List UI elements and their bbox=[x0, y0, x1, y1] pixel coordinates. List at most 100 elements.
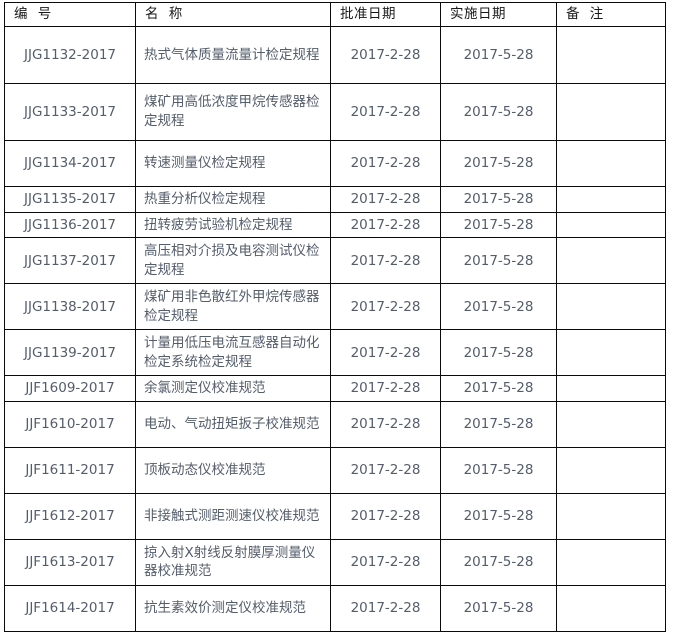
cell-code: JJG1136-2017 bbox=[23, 216, 116, 233]
cell-name-container: 扭转疲劳试验机检定规程 bbox=[135, 211, 331, 239]
cell-code-container: JJF1610-2017 bbox=[4, 400, 136, 448]
cell-approval-date: 2017-2-28 bbox=[350, 462, 421, 479]
cell-name-container: 转速测量仪检定规程 bbox=[135, 140, 331, 187]
cell-implementation-date: 2017-5-28 bbox=[463, 600, 534, 617]
cell-approval-date-container: 2017-2-28 bbox=[330, 211, 441, 239]
column-header-remark: 备 注 bbox=[556, 2, 666, 27]
cell-name: 余氯测定仪校准规范 bbox=[144, 380, 266, 397]
cell-code-container: JJG1133-2017 bbox=[4, 83, 136, 141]
cell-code: JJF1612-2017 bbox=[25, 508, 115, 525]
cell-remark-container bbox=[556, 186, 666, 213]
table-row: JJF1611-2017 顶板动态仪校准规范 2017-2-28 2017-5-28 bbox=[4, 446, 666, 494]
cell-name-container: 电动、气动扭矩扳子校准规范 bbox=[135, 400, 331, 448]
cell-name-container: 掠入射X射线反射膜厚测量仪器校准规范 bbox=[135, 538, 331, 586]
table-row: JJG1134-2017 转速测量仪检定规程 2017-2-28 2017-5-28 bbox=[4, 140, 666, 187]
table-row: JJG1138-2017 煤矿用非色散红外甲烷传感器检定规程 2017-2-28 20… bbox=[4, 283, 666, 331]
cell-implementation-date-container: 2017-5-28 bbox=[440, 329, 557, 377]
cell-code-container: JJG1138-2017 bbox=[4, 283, 136, 331]
cell-remark bbox=[557, 513, 665, 519]
cell-approval-date-container: 2017-2-28 bbox=[330, 283, 441, 331]
table-header-row: 编 号 名 称 批准日期 实施日期 备 注 bbox=[4, 2, 666, 27]
standards-table-container: 编 号 名 称 批准日期 实施日期 备 注 JJG1132-2017 热式气体质量… bbox=[4, 2, 666, 632]
cell-implementation-date-container: 2017-5-28 bbox=[440, 492, 557, 540]
cell-code: JJF1611-2017 bbox=[25, 462, 115, 479]
cell-remark bbox=[557, 52, 665, 58]
cell-remark bbox=[557, 605, 665, 611]
cell-remark-container bbox=[556, 83, 666, 141]
cell-name: 抗生素效价测定仪校准规范 bbox=[144, 600, 306, 617]
cell-approval-date-container: 2017-2-28 bbox=[330, 492, 441, 540]
table-row: JJG1137-2017 高压相对介损及电容测试仪检定规程 2017-2-28 201… bbox=[4, 237, 666, 285]
cell-approval-date: 2017-2-28 bbox=[350, 252, 421, 269]
cell-remark bbox=[557, 109, 665, 115]
cell-remark-container bbox=[556, 400, 666, 448]
cell-name: 高压相对介损及电容测试仪检定规程 bbox=[144, 243, 320, 278]
cell-code-container: JJG1137-2017 bbox=[4, 237, 136, 285]
cell-code: JJF1610-2017 bbox=[25, 416, 115, 433]
cell-implementation-date: 2017-5-28 bbox=[463, 462, 534, 479]
cell-implementation-date: 2017-5-28 bbox=[463, 103, 534, 120]
column-header-code: 编 号 bbox=[4, 2, 136, 27]
cell-remark bbox=[557, 467, 665, 473]
table-row: JJF1610-2017 电动、气动扭矩扳子校准规范 2017-2-28 2017-5… bbox=[4, 400, 666, 448]
cell-remark bbox=[557, 196, 665, 202]
table-row: JJG1136-2017 扭转疲劳试验机检定规程 2017-2-28 2017-5-2… bbox=[4, 211, 666, 239]
cell-implementation-date-container: 2017-5-28 bbox=[440, 283, 557, 331]
cell-name: 计量用低压电流互感器自动化检定系统检定规程 bbox=[144, 335, 320, 370]
cell-code: JJG1135-2017 bbox=[23, 191, 116, 208]
cell-remark-container bbox=[556, 140, 666, 187]
cell-remark-container bbox=[556, 329, 666, 377]
cell-implementation-date: 2017-5-28 bbox=[463, 252, 534, 269]
cell-implementation-date: 2017-5-28 bbox=[463, 508, 534, 525]
cell-implementation-date: 2017-5-28 bbox=[463, 298, 534, 315]
cell-approval-date: 2017-2-28 bbox=[350, 344, 421, 361]
cell-approval-date: 2017-2-28 bbox=[350, 508, 421, 525]
cell-approval-date-container: 2017-2-28 bbox=[330, 26, 441, 84]
cell-approval-date: 2017-2-28 bbox=[350, 416, 421, 433]
cell-remark-container bbox=[556, 492, 666, 540]
cell-remark-container bbox=[556, 584, 666, 632]
cell-code-container: JJG1135-2017 bbox=[4, 186, 136, 213]
column-header-approval-date: 批准日期 bbox=[330, 2, 441, 27]
standards-table: 编 号 名 称 批准日期 实施日期 备 注 JJG1132-2017 热式气体质量… bbox=[4, 2, 666, 632]
cell-remark-container bbox=[556, 283, 666, 331]
cell-approval-date: 2017-2-28 bbox=[350, 103, 421, 120]
cell-approval-date-container: 2017-2-28 bbox=[330, 237, 441, 285]
cell-name: 掠入射X射线反射膜厚测量仪器校准规范 bbox=[144, 544, 316, 580]
cell-remark bbox=[557, 304, 665, 310]
cell-approval-date-container: 2017-2-28 bbox=[330, 584, 441, 632]
cell-remark-container bbox=[556, 237, 666, 285]
cell-remark-container bbox=[556, 375, 666, 402]
cell-code-container: JJF1613-2017 bbox=[4, 538, 136, 586]
cell-remark-container bbox=[556, 538, 666, 586]
cell-remark-container bbox=[556, 26, 666, 84]
cell-code: JJF1609-2017 bbox=[25, 380, 115, 397]
cell-code: JJG1137-2017 bbox=[23, 252, 116, 269]
cell-name: 顶板动态仪校准规范 bbox=[144, 462, 266, 479]
cell-code: JJG1134-2017 bbox=[23, 155, 116, 172]
cell-implementation-date: 2017-5-28 bbox=[463, 554, 534, 571]
column-header-name: 名 称 bbox=[135, 2, 331, 27]
cell-approval-date-container: 2017-2-28 bbox=[330, 140, 441, 187]
cell-implementation-date: 2017-5-28 bbox=[463, 155, 534, 172]
cell-implementation-date-container: 2017-5-28 bbox=[440, 400, 557, 448]
table-row: JJF1612-2017 非接触式测距测速仪校准规范 2017-2-28 2017-5… bbox=[4, 492, 666, 540]
cell-name: 热式气体质量流量计检定规程 bbox=[144, 46, 320, 63]
column-header-approval-date-label: 批准日期 bbox=[340, 6, 396, 23]
cell-code: JJF1614-2017 bbox=[25, 600, 115, 617]
cell-name-container: 煤矿用非色散红外甲烷传感器检定规程 bbox=[135, 283, 331, 331]
cell-name-container: 非接触式测距测速仪校准规范 bbox=[135, 492, 331, 540]
cell-remark bbox=[557, 222, 665, 228]
cell-name-container: 高压相对介损及电容测试仪检定规程 bbox=[135, 237, 331, 285]
cell-code-container: JJF1609-2017 bbox=[4, 375, 136, 402]
cell-implementation-date-container: 2017-5-28 bbox=[440, 140, 557, 187]
cell-implementation-date: 2017-5-28 bbox=[463, 191, 534, 208]
cell-name: 热重分析仪检定规程 bbox=[144, 191, 266, 207]
cell-remark bbox=[557, 161, 665, 167]
column-header-implementation-date: 实施日期 bbox=[440, 2, 557, 27]
cell-remark bbox=[557, 350, 665, 356]
column-header-implementation-date-label: 实施日期 bbox=[450, 6, 506, 23]
cell-code-container: JJG1139-2017 bbox=[4, 329, 136, 377]
cell-name-container: 热重分析仪检定规程 bbox=[135, 186, 331, 213]
cell-name: 扭转疲劳试验机检定规程 bbox=[144, 216, 293, 233]
